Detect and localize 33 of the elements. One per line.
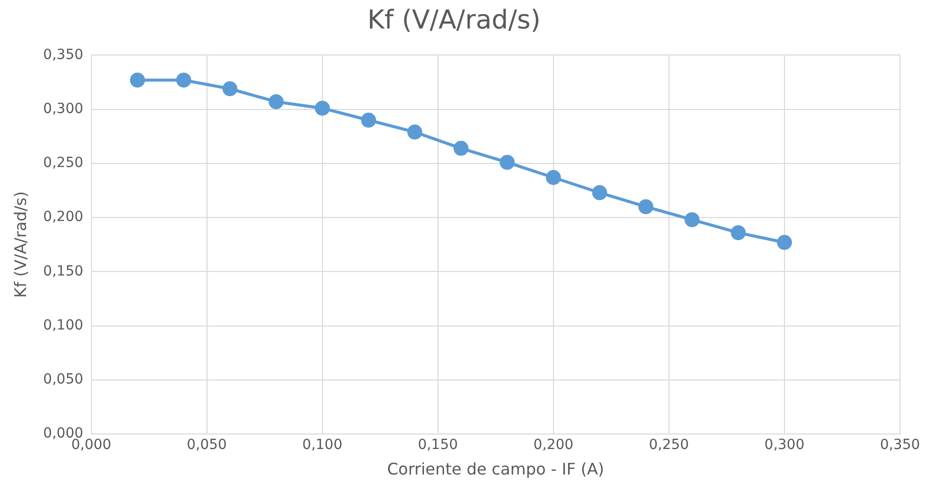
point [546, 170, 561, 185]
y-tick-label: 0,250 [43, 155, 84, 172]
point [314, 100, 330, 116]
x-tick-label: 0,000 [71, 437, 112, 454]
x-tick-label: 0,300 [764, 437, 805, 454]
point [776, 234, 792, 250]
y-tick-label: 0,050 [43, 372, 84, 388]
point [638, 199, 654, 214]
point [592, 185, 608, 200]
point [361, 112, 376, 128]
x-tick-label: 0,200 [533, 437, 574, 454]
point [407, 124, 422, 140]
y-tick-label: 0,200 [43, 209, 84, 226]
x-tick-label: 0,100 [302, 437, 342, 454]
point [130, 72, 145, 88]
x-tick-label: 0,050 [186, 437, 227, 454]
point [222, 81, 238, 96]
chart-title: Kf (V/A/rad/s) [367, 5, 541, 36]
x-tick-label: 0,250 [648, 437, 689, 454]
point [684, 212, 700, 228]
y-tick-label: 0,100 [43, 317, 84, 334]
x-tick-label: 0,350 [880, 437, 920, 454]
x-tick-label: 0,150 [418, 437, 458, 454]
y-axis-title: Kf (V/A/rad/s) [10, 191, 30, 298]
point [176, 72, 192, 88]
y-tick-label: 0,350 [43, 46, 84, 63]
point [268, 94, 284, 110]
y-tick-label: 0,300 [43, 100, 84, 117]
point [730, 225, 746, 240]
y-tick-label: 0,150 [43, 263, 84, 280]
point [500, 154, 515, 170]
point [453, 140, 468, 156]
x-axis-title: Corriente de campo - IF (A) [387, 460, 604, 479]
